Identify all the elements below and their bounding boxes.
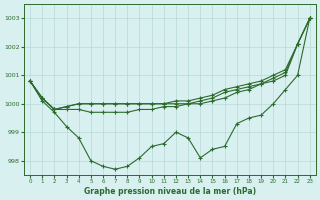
X-axis label: Graphe pression niveau de la mer (hPa): Graphe pression niveau de la mer (hPa)	[84, 187, 256, 196]
